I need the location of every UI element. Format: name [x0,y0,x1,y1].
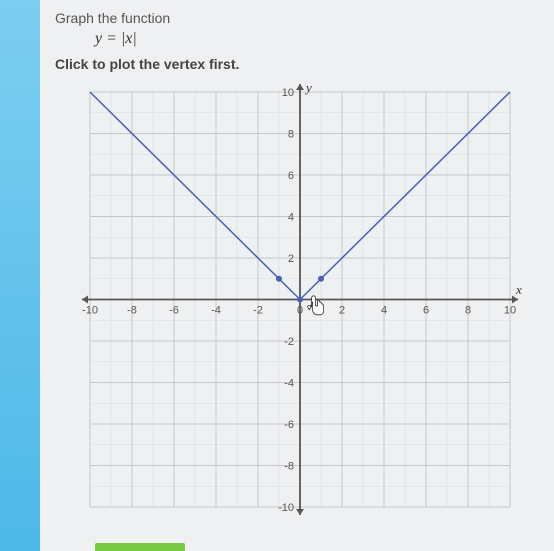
svg-text:-8: -8 [127,305,137,317]
svg-text:0: 0 [297,305,303,317]
svg-text:-8: -8 [284,461,294,473]
svg-text:4: 4 [381,305,387,317]
main-content: Graph the function y = |x| Click to plot… [40,0,554,551]
svg-text:-2: -2 [253,305,263,317]
x-axis-label: x [516,282,522,298]
action-button-strip[interactable] [95,543,185,551]
svg-text:-6: -6 [169,305,179,317]
svg-text:-6: -6 [284,419,294,431]
svg-text:2: 2 [288,253,294,265]
svg-text:10: 10 [504,305,516,317]
coordinate-grid[interactable]: -10 -8 -6 -4 -2 0 2 4 6 8 10 2 4 6 8 10 -2 -4 -6 -8 -10 [65,82,525,522]
sidebar-gradient [0,0,40,551]
svg-text:10: 10 [282,87,294,99]
svg-text:2: 2 [339,305,345,317]
svg-text:4: 4 [288,212,294,224]
svg-text:6: 6 [288,170,294,182]
svg-text:6: 6 [423,305,429,317]
svg-text:-2: -2 [284,336,294,348]
svg-text:8: 8 [288,129,294,141]
svg-text:-4: -4 [211,305,221,317]
section-title: Graph the function [55,10,539,26]
svg-text:-10: -10 [278,502,294,514]
svg-text:-10: -10 [82,305,98,317]
y-axis-label: y [306,80,312,96]
graph-plot-area[interactable]: -10 -8 -6 -4 -2 0 2 4 6 8 10 2 4 6 8 10 -2 -4 -6 -8 -10 y x [65,82,525,522]
instruction-text: Click to plot the vertex first. [55,56,539,72]
svg-text:-4: -4 [284,378,294,390]
equation-text: y = |x| [95,30,539,48]
svg-text:8: 8 [465,305,471,317]
